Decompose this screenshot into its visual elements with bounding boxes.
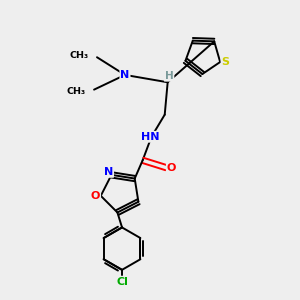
Text: S: S <box>221 57 230 67</box>
Text: N: N <box>120 70 130 80</box>
Text: CH₃: CH₃ <box>69 51 88 60</box>
Text: HN: HN <box>141 132 159 142</box>
Text: CH₃: CH₃ <box>66 87 85 96</box>
Text: O: O <box>167 163 176 173</box>
Text: Cl: Cl <box>116 277 128 286</box>
Text: N: N <box>104 167 113 177</box>
Text: H: H <box>165 71 173 81</box>
Text: O: O <box>91 191 100 201</box>
